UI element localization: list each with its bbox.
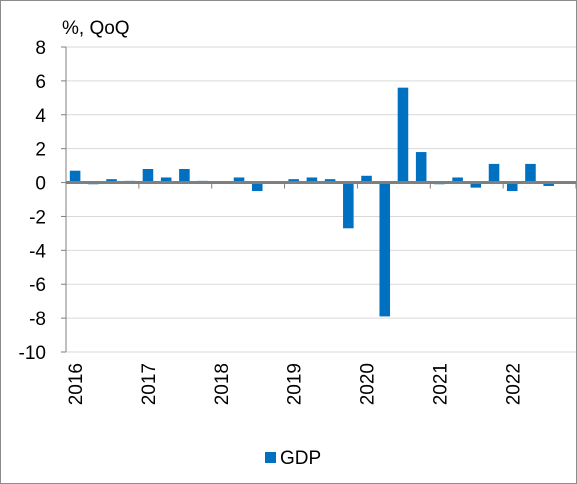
grid-lines xyxy=(66,46,576,353)
x-tick-label: 2022 xyxy=(503,363,524,405)
y-tick-label: -2 xyxy=(29,207,46,228)
legend-swatch-gdp xyxy=(265,452,276,463)
bar-4 xyxy=(142,169,154,183)
bar-15 xyxy=(343,182,354,229)
y-tick-label: -10 xyxy=(19,343,46,364)
bar-13 xyxy=(306,177,318,183)
bar-23 xyxy=(488,163,500,183)
y-tick-label: 4 xyxy=(35,106,46,127)
x-tick-label: 2019 xyxy=(285,363,306,405)
bar-16 xyxy=(361,175,372,183)
bar-9 xyxy=(233,177,245,183)
x-tick-label: 2016 xyxy=(66,363,87,405)
axes xyxy=(61,46,576,353)
bar-24 xyxy=(506,182,518,192)
bar-0 xyxy=(69,170,81,183)
bar-26 xyxy=(543,182,554,186)
y-tick-label: 8 xyxy=(35,38,46,59)
legend-label-gdp: GDP xyxy=(280,448,321,469)
y-tick-label: -8 xyxy=(29,309,46,330)
y-tick-label: -6 xyxy=(29,275,46,296)
y-tick-labels: 8 6 4 2 0 -2 -4 -6 -8 -10 xyxy=(19,38,47,364)
x-tick-label: 2020 xyxy=(358,363,379,405)
legend: GDP xyxy=(265,448,321,469)
bar-21 xyxy=(452,177,463,183)
bars xyxy=(69,87,554,317)
bar-2 xyxy=(106,179,117,183)
bar-6 xyxy=(179,169,190,183)
bar-12 xyxy=(288,179,299,183)
y-tick-label: 6 xyxy=(35,72,46,93)
bar-14 xyxy=(324,179,336,183)
y-tick-label: -4 xyxy=(29,241,46,262)
bar-22 xyxy=(470,182,482,188)
y-axis-label: %, QoQ xyxy=(62,18,130,39)
x-tick-label: 2021 xyxy=(430,363,451,405)
y-tick-label: 2 xyxy=(35,140,46,161)
bar-18 xyxy=(397,87,409,183)
y-tick-label: 0 xyxy=(35,174,46,195)
bar-10 xyxy=(251,182,263,192)
x-tick-label: 2017 xyxy=(139,363,160,405)
bar-25 xyxy=(525,163,536,183)
x-tick-label: 2018 xyxy=(212,363,233,405)
bar-19 xyxy=(415,152,427,183)
x-tick-labels: 2016 2017 2018 2019 2020 2021 2022 xyxy=(66,363,524,405)
bar-5 xyxy=(160,177,172,183)
bar-17 xyxy=(379,182,391,317)
